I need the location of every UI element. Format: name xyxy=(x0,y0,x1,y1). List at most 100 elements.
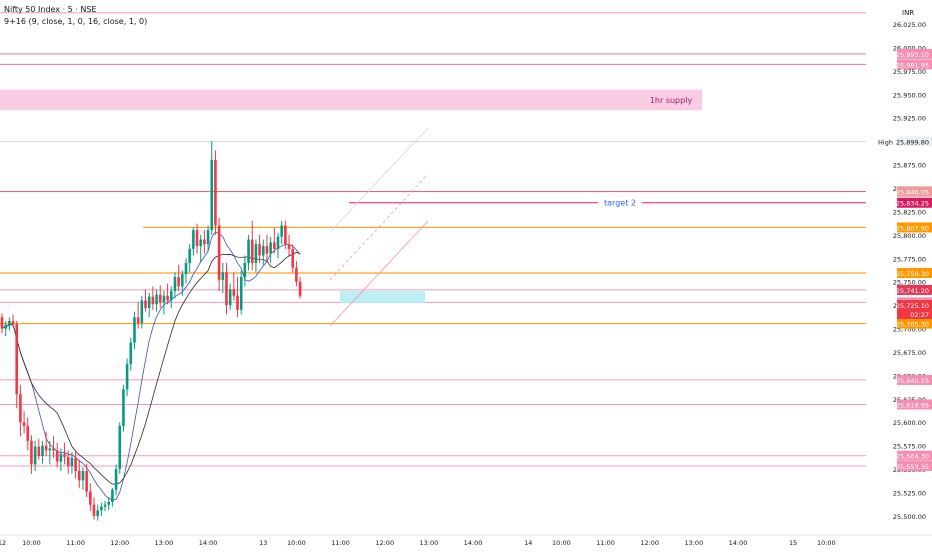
candle-body xyxy=(280,225,283,237)
candle-body xyxy=(59,454,63,462)
candle-body xyxy=(133,317,136,343)
candle-body xyxy=(111,489,114,502)
x-tick-label: 10:00 xyxy=(817,539,836,547)
candle-body xyxy=(284,225,287,245)
candle-body xyxy=(250,239,254,263)
candle-body xyxy=(151,296,155,305)
candle-body xyxy=(114,469,118,490)
y-tick-label: 26,025.00 xyxy=(893,21,926,29)
price-label-bg xyxy=(897,222,932,233)
price-label: 25,741.20 xyxy=(896,287,929,295)
candle-body xyxy=(199,239,203,247)
candle-body xyxy=(188,248,191,263)
price-label-bg xyxy=(897,460,932,471)
candle-body xyxy=(8,321,11,325)
candle-body xyxy=(181,274,184,287)
x-tick-label: 13:00 xyxy=(684,539,703,547)
x-tick-label: 13 xyxy=(259,539,267,547)
candle-body xyxy=(48,448,52,451)
y-tick-label: 25,675.00 xyxy=(893,349,926,357)
candle-body xyxy=(129,342,133,365)
candle-body xyxy=(52,448,55,451)
price-label: 25,759.30 xyxy=(896,270,929,278)
candle-body xyxy=(125,364,129,390)
candle-body xyxy=(239,277,243,310)
high-marker-label: High xyxy=(878,138,893,146)
price-label-bg xyxy=(897,399,932,410)
x-tick-label: 10:00 xyxy=(552,539,571,547)
candle-body xyxy=(236,295,239,310)
candle-body xyxy=(232,289,236,296)
indicator-legend: 9+16 (9, close, 1, 0, 16, close, 1, 0) xyxy=(4,17,148,26)
candle-body xyxy=(273,242,276,249)
price-label: 25,553.35 xyxy=(896,463,929,471)
candle-body xyxy=(206,230,210,245)
candle-body xyxy=(77,470,81,481)
channel-upper xyxy=(329,127,429,233)
candle-body xyxy=(96,510,99,516)
price-label: 25,846.05 xyxy=(896,189,929,197)
x-tick-label: 11:00 xyxy=(331,539,350,547)
y-tick-label: 25,950.00 xyxy=(893,91,926,99)
x-tick-label: 11:00 xyxy=(66,539,85,547)
price-label-bg xyxy=(897,48,932,59)
price-label-bg xyxy=(897,318,932,329)
candle-body xyxy=(0,317,4,329)
candle-body xyxy=(221,272,225,280)
last-price-bg xyxy=(897,300,932,320)
candle-body xyxy=(100,506,103,511)
x-tick-label: 12 xyxy=(0,539,6,547)
x-tick-label: 10:00 xyxy=(22,539,41,547)
price-label: 25,807.90 xyxy=(896,224,929,232)
candle-body xyxy=(55,450,59,462)
candle-body xyxy=(66,456,70,467)
candle-body xyxy=(298,281,302,296)
candle-body xyxy=(214,159,217,226)
candle-body xyxy=(291,248,295,268)
y-tick-label: 25,500.00 xyxy=(893,513,926,521)
price-label-bg xyxy=(897,450,932,461)
currency-label: INR xyxy=(902,9,915,17)
price-label-bg xyxy=(897,197,932,208)
candle-body xyxy=(228,289,232,306)
candle-body xyxy=(147,296,151,308)
demand-box xyxy=(340,291,425,304)
x-tick-label: 13:00 xyxy=(420,539,439,547)
y-tick-label: 25,875.00 xyxy=(893,162,926,170)
candle-body xyxy=(276,236,280,249)
channel-mid xyxy=(329,173,429,281)
candle-body xyxy=(37,446,41,456)
candle-body xyxy=(184,262,188,275)
supply-zone xyxy=(0,89,702,111)
candle-body xyxy=(261,246,265,256)
candle-body xyxy=(63,454,66,457)
candle-body xyxy=(269,242,272,254)
y-tick-label: 25,600.00 xyxy=(893,419,926,427)
price-label-bg xyxy=(897,136,932,147)
price-label-bg xyxy=(897,59,932,70)
y-tick-label: 25,750.00 xyxy=(893,279,926,287)
supply-zone-label: 1hr supply xyxy=(650,96,693,105)
candle-body xyxy=(85,470,88,492)
x-tick-label: 14:00 xyxy=(729,539,748,547)
candle-body xyxy=(195,230,199,247)
candle-body xyxy=(107,501,111,505)
price-label-bg xyxy=(897,186,932,197)
candle-body xyxy=(169,291,173,301)
chart-title: Nifty 50 Index · 5 · NSE xyxy=(4,5,97,14)
moving-average-16 xyxy=(1,251,301,485)
candle-body xyxy=(4,324,7,329)
x-tick-label: 14:00 xyxy=(464,539,483,547)
candle-body xyxy=(287,244,291,249)
y-tick-label: 26,000.00 xyxy=(893,44,926,52)
price-label: 25,618.95 xyxy=(896,401,929,409)
price-label: 25,705.30 xyxy=(896,321,929,329)
candle-body xyxy=(19,394,22,423)
x-tick-label: 14 xyxy=(524,539,532,547)
last-price-label: 25,725.10 xyxy=(896,302,929,310)
x-tick-label: 11:00 xyxy=(596,539,615,547)
x-tick-label: 14:00 xyxy=(199,539,218,547)
y-tick-label: 25,975.00 xyxy=(893,68,926,76)
